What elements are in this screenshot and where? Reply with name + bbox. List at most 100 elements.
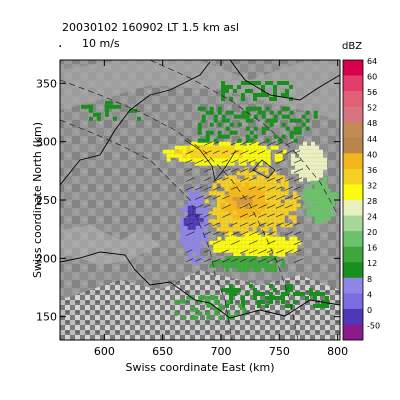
echo-pixel — [262, 145, 267, 150]
echo-pixel — [224, 231, 229, 236]
echo-top-speckle — [221, 81, 293, 101]
echo-pixel — [265, 81, 269, 85]
echo-pixel — [254, 149, 259, 154]
echo-pixel — [297, 240, 302, 245]
echo-pixel — [260, 227, 265, 232]
echo-pixel — [245, 292, 249, 296]
echo-pixel — [293, 300, 297, 304]
y-tick-label: 350 — [36, 77, 57, 90]
echo-pixel — [241, 300, 245, 304]
echo-pixel — [192, 236, 197, 241]
echo-pixel — [174, 311, 179, 316]
echo-pixel — [321, 304, 325, 308]
wind-vector — [239, 159, 249, 164]
echo-pixel — [269, 122, 274, 127]
echo-pixel — [311, 165, 315, 170]
echo-pixel — [293, 126, 298, 131]
echo-pixel — [240, 227, 245, 232]
echo-pixel — [191, 217, 196, 222]
echo-pixel — [285, 106, 290, 111]
echo-pixel — [299, 169, 303, 174]
echo-pixel — [209, 106, 214, 111]
echo-pixel — [204, 216, 209, 221]
echo-pixel — [322, 208, 327, 213]
echo-pixel — [268, 207, 273, 212]
echo-pixel — [220, 227, 225, 232]
echo-pixel — [188, 188, 193, 193]
echo-pixel — [322, 176, 327, 181]
echo-pixel — [229, 248, 234, 253]
colorbar-label: 28 — [367, 197, 377, 206]
echo-pixel — [198, 146, 203, 151]
echo-pixel — [200, 232, 205, 237]
wind-vector — [230, 240, 240, 245]
wind-vector — [212, 231, 220, 235]
echo-pixel — [198, 150, 203, 155]
echo-pixel — [210, 303, 215, 308]
echo-pixel — [237, 240, 242, 245]
echo-pixel — [319, 169, 323, 174]
echo-pixel — [277, 296, 281, 300]
echo-pixel — [274, 157, 279, 162]
echo-pixel — [186, 150, 191, 155]
echo-pixel — [277, 138, 282, 143]
wind-vector — [257, 141, 266, 146]
echo-pixel — [213, 260, 218, 264]
echo-pixel — [196, 252, 201, 257]
echo-pixel — [303, 169, 307, 174]
echo-pixel — [237, 252, 242, 257]
echo-pixel — [133, 108, 137, 113]
echo-pixel — [303, 161, 307, 166]
echo-pixel — [289, 236, 294, 241]
echo-pixel — [257, 240, 262, 245]
echo-pixel — [192, 228, 197, 233]
wind-vector — [221, 204, 231, 209]
echo-pixel — [252, 223, 257, 228]
echo-pixel — [236, 179, 241, 184]
echo-pixel — [268, 203, 273, 208]
echo-pixel — [280, 195, 285, 200]
echo-north-band-core — [174, 146, 243, 159]
echo-pixel — [297, 130, 302, 135]
echo-pixel — [268, 199, 273, 204]
echo-pixel — [261, 85, 265, 89]
echo-pixel — [257, 236, 262, 241]
wind-vector — [248, 186, 256, 190]
echo-pixel — [218, 157, 223, 162]
echo-pixel — [228, 175, 233, 180]
echo-pixel — [326, 216, 331, 221]
echo-pixel — [244, 171, 249, 176]
wind-vector — [212, 186, 221, 191]
echo-pixel — [216, 215, 221, 220]
colorbar-swatch — [343, 246, 363, 263]
echo-pixel — [216, 195, 221, 200]
map-plot: 600 650 700 750 800 150 200 250 300 350 — [36, 59, 348, 358]
echo-pixel — [249, 260, 254, 264]
echo-pixel — [225, 260, 230, 264]
wind-vector — [194, 186, 203, 191]
echo-pixel — [311, 149, 315, 154]
echo-pixel — [129, 108, 133, 113]
echo-pixel — [201, 114, 206, 119]
echo-pixel — [268, 223, 273, 228]
wind-vector — [275, 186, 283, 190]
echo-pixel — [224, 175, 229, 180]
echo-pixel — [292, 191, 297, 196]
wind-vector — [284, 150, 293, 155]
echo-pixel — [233, 190, 237, 195]
echo-pixel — [253, 202, 257, 207]
colorbar-swatch — [343, 262, 363, 279]
echo-pixel — [224, 227, 229, 232]
echo-pixel — [241, 194, 245, 199]
echo-pixel — [242, 149, 247, 154]
echo-pixel — [256, 207, 261, 212]
colorbar-label: 8 — [367, 275, 372, 284]
echo-pixel — [198, 157, 203, 162]
echo-pixel — [187, 217, 192, 222]
echo-pixel — [315, 161, 319, 166]
echo-pixel — [245, 236, 250, 241]
echo-pixel — [236, 219, 241, 224]
wind-vector — [275, 213, 284, 218]
echo-pixel — [218, 141, 223, 146]
echo-pixel — [210, 141, 215, 146]
